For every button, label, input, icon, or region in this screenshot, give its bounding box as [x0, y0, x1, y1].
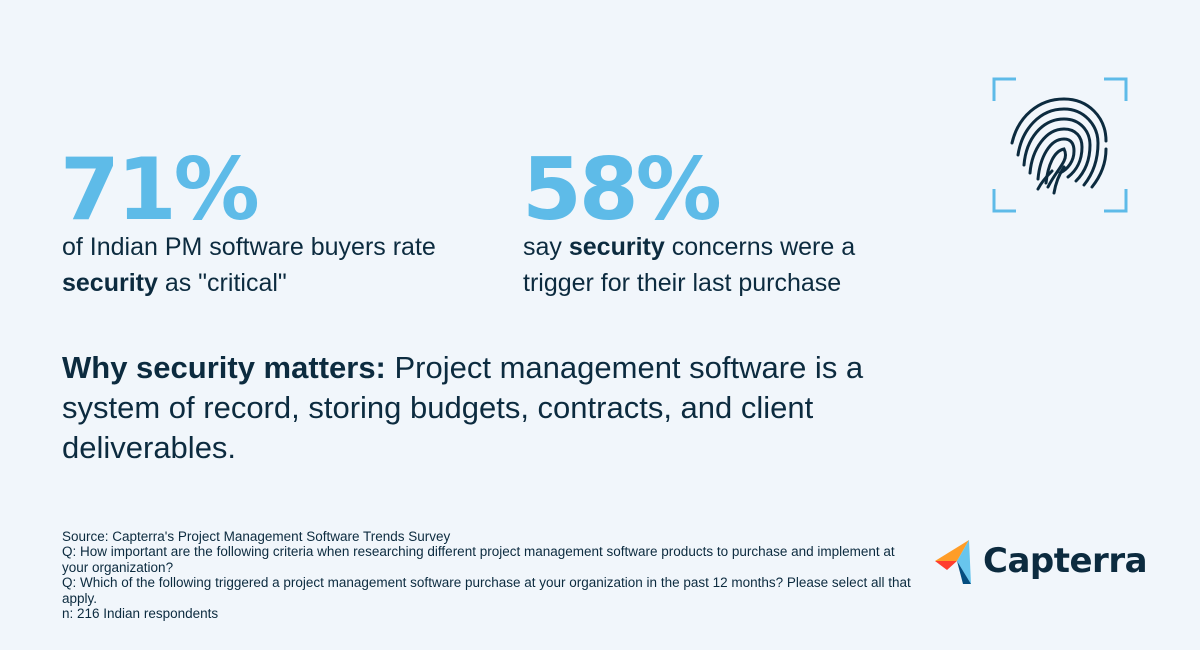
stat-2-number: 58%	[522, 140, 722, 240]
why-heading: Why security matters:	[62, 350, 386, 385]
stat-2-text-after: concerns were a trigger for their last p…	[523, 233, 856, 297]
why-security-matters: Why security matters: Project management…	[62, 348, 912, 468]
stat-2-text-bold: security	[568, 233, 665, 261]
stat-2-description: say security concerns were a trigger for…	[523, 229, 903, 301]
source-notes: Source: Capterra's Project Management So…	[62, 529, 912, 621]
sample-size-line: n: 216 Indian respondents	[62, 606, 219, 622]
capterra-logo-wordmark: Capterra	[983, 541, 1148, 581]
fingerprint-icon	[992, 77, 1128, 213]
stat-1-description: of Indian PM software buyers rate securi…	[62, 229, 482, 301]
question-1-line: Q: How important are the following crite…	[62, 544, 895, 575]
stat-1-text-before: of Indian PM software buyers rate	[62, 233, 436, 261]
stat-2-text-before: say	[523, 233, 569, 261]
question-2-line: Q: Which of the following triggered a pr…	[62, 575, 911, 606]
capterra-logo-mark-icon	[935, 540, 971, 584]
stat-1-text-bold: security	[62, 269, 158, 297]
stat-1-text-after: as "critical"	[157, 269, 287, 297]
source-line: Source: Capterra's Project Management So…	[62, 529, 451, 544]
stat-1-number: 71%	[60, 140, 260, 240]
capterra-logo: Capterra	[933, 538, 1163, 590]
why-body: Project management software is a system …	[62, 350, 864, 465]
